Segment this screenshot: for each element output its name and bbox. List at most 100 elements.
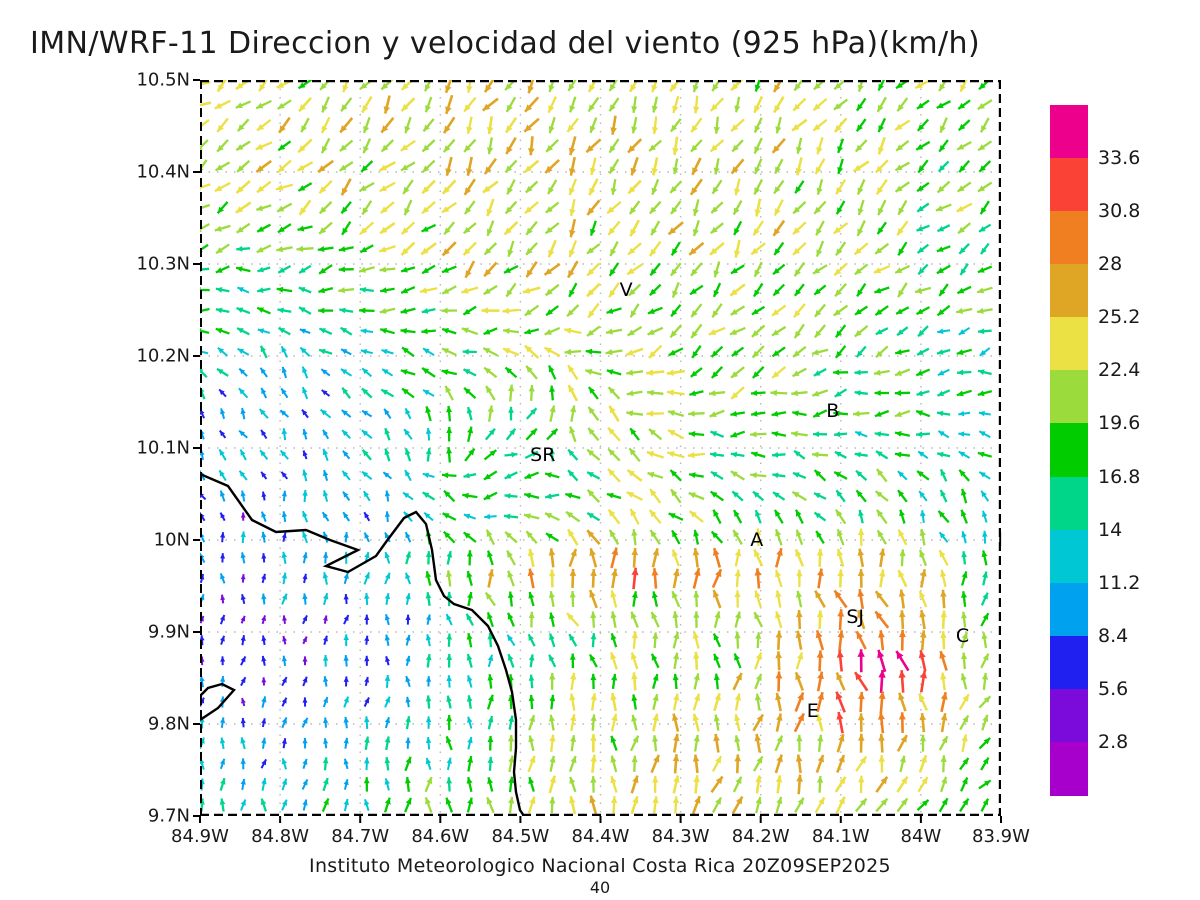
wind-arrow (503, 220, 519, 236)
wind-arrow (341, 429, 352, 440)
wind-arrow (691, 157, 702, 176)
wind-arrow (507, 240, 515, 258)
wind-arrow (833, 262, 848, 277)
wind-arrow (813, 469, 827, 482)
wind-arrow (301, 409, 309, 419)
wind-arrow (384, 427, 391, 441)
wind-arrow (280, 471, 289, 480)
wind-arrow (343, 532, 349, 543)
wind-arrow (626, 468, 643, 482)
colorbar-tick-label: 33.6 (1098, 147, 1141, 170)
wind-arrow (873, 264, 891, 274)
wind-arrow (463, 138, 477, 153)
wind-arrow (712, 282, 722, 298)
wind-arrow (608, 282, 620, 298)
wind-arrow (504, 159, 518, 174)
wind-arrow (425, 570, 432, 586)
wind-arrow (255, 99, 272, 110)
wind-arrow (482, 180, 499, 194)
wind-arrow (751, 324, 766, 338)
wind-arrow (956, 285, 972, 295)
wind-arrow (730, 451, 745, 458)
wind-arrow (977, 99, 993, 111)
wind-arrow (833, 117, 848, 133)
wind-arrow (216, 80, 227, 93)
wind-arrow (421, 223, 437, 233)
wind-arrow (874, 286, 890, 294)
wind-arrow (957, 369, 972, 376)
wind-arrow (360, 349, 373, 355)
wind-arrow (646, 369, 665, 376)
wind-arrow (895, 306, 910, 315)
wind-arrow (441, 347, 457, 357)
wind-arrow (936, 180, 951, 194)
wind-arrow (814, 158, 826, 175)
wind-arrow (569, 198, 576, 217)
wind-arrow (486, 116, 494, 135)
y-axis-tick-label: 9.9N (147, 621, 190, 643)
wind-arrow (960, 509, 968, 524)
wind-arrow (772, 263, 786, 276)
wind-arrow (403, 199, 413, 216)
wind-arrow (338, 161, 354, 172)
wind-arrow (302, 450, 308, 460)
wind-arrow (857, 199, 865, 216)
wind-arrow (280, 387, 289, 399)
wind-arrow (813, 511, 827, 522)
wind-arrow (978, 471, 991, 480)
wind-arrow (858, 509, 864, 524)
wind-arrow (586, 325, 601, 337)
wind-arrow (236, 222, 251, 234)
wind-arrow (587, 80, 598, 93)
wind-arrow (277, 159, 292, 174)
wind-arrow (770, 389, 788, 397)
wind-arrow (568, 136, 577, 156)
wind-arrow (322, 490, 329, 502)
wind-arrow (483, 242, 498, 256)
colorbar-tick-label: 19.6 (1098, 412, 1141, 435)
wind-arrow (421, 264, 436, 275)
wind-arrow (793, 80, 804, 92)
wind-arrow (771, 431, 787, 437)
wind-arrow (339, 117, 354, 134)
wind-arrow (423, 512, 434, 522)
wind-arrow (836, 548, 845, 567)
wind-arrow (444, 80, 453, 94)
wind-arrow (361, 200, 373, 216)
wind-arrow (318, 200, 333, 215)
wind-arrow (443, 221, 455, 236)
wind-arrow (318, 286, 334, 294)
wind-arrow (667, 221, 684, 236)
wind-arrow (630, 156, 639, 176)
x-axis-tick-label: 84.8W (251, 826, 310, 847)
wind-arrow (795, 157, 803, 176)
wind-arrow (979, 347, 991, 357)
wind-arrow (792, 200, 807, 215)
wind-arrow (525, 260, 538, 278)
wind-arrow (421, 367, 436, 378)
wind-arrow (855, 469, 868, 481)
wind-arrow (441, 241, 457, 257)
wind-arrow (631, 529, 638, 546)
wind-arrow (256, 223, 271, 233)
wind-arrow (402, 179, 414, 195)
wind-arrow (772, 491, 786, 501)
wind-arrow (525, 365, 538, 380)
wind-arrow (323, 469, 329, 481)
wind-arrow (773, 509, 784, 524)
wind-arrow (504, 451, 518, 458)
wind-arrow (279, 449, 289, 460)
wind-arrow (629, 303, 640, 318)
wind-arrow (732, 509, 743, 524)
colorbar-tick-label: 8.4 (1098, 624, 1129, 647)
wind-arrow (463, 178, 476, 196)
wind-arrow (833, 222, 849, 235)
wind-arrow (302, 489, 308, 503)
wind-arrow (464, 447, 476, 462)
wind-arrow (215, 243, 230, 255)
wind-arrow (380, 388, 395, 398)
wind-arrow (791, 118, 808, 132)
wind-arrow (688, 472, 704, 479)
wind-arrow (380, 116, 395, 134)
wind-arrow (400, 161, 416, 172)
